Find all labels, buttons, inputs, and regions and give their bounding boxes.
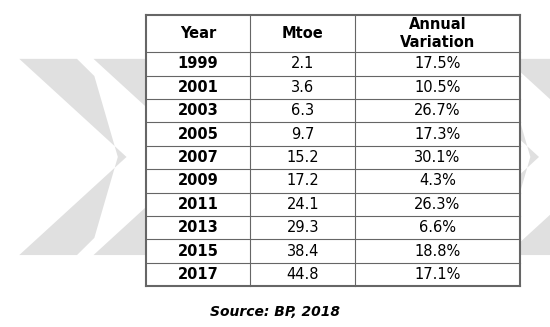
Text: 17.5%: 17.5% [414,56,461,71]
Text: 6.6%: 6.6% [419,220,456,235]
Text: 26.7%: 26.7% [414,103,461,118]
Text: 17.1%: 17.1% [414,267,461,282]
Text: 18.8%: 18.8% [414,244,460,259]
Text: 2011: 2011 [178,197,218,212]
Text: 3.6: 3.6 [292,80,315,95]
Polygon shape [432,59,539,255]
Polygon shape [506,59,550,255]
Text: 2.1: 2.1 [291,56,315,71]
Text: 30.1%: 30.1% [414,150,460,165]
Text: Source: BP, 2018: Source: BP, 2018 [210,305,340,319]
Text: 24.1: 24.1 [287,197,319,212]
Text: Annual
Variation: Annual Variation [400,17,475,50]
Text: 6.3: 6.3 [292,103,315,118]
Text: 10.5%: 10.5% [414,80,461,95]
Text: 15.2: 15.2 [287,150,319,165]
Text: 2013: 2013 [178,220,218,235]
Polygon shape [94,59,201,255]
Text: 38.4: 38.4 [287,244,319,259]
Text: 26.3%: 26.3% [414,197,460,212]
Text: 1999: 1999 [178,56,218,71]
Text: 44.8: 44.8 [287,267,319,282]
Text: 2001: 2001 [178,80,218,95]
Text: 9.7: 9.7 [291,127,315,142]
Text: 29.3: 29.3 [287,220,319,235]
Text: 2005: 2005 [178,127,218,142]
Text: 17.3%: 17.3% [414,127,460,142]
Text: 2007: 2007 [178,150,218,165]
Text: Mtoe: Mtoe [282,26,324,41]
Text: 2015: 2015 [178,244,218,259]
Text: 2009: 2009 [178,173,218,188]
Text: 17.2: 17.2 [287,173,319,188]
Text: Year: Year [180,26,216,41]
Text: 4.3%: 4.3% [419,173,456,188]
Text: 2017: 2017 [178,267,218,282]
Text: 2003: 2003 [178,103,218,118]
Polygon shape [19,59,126,255]
